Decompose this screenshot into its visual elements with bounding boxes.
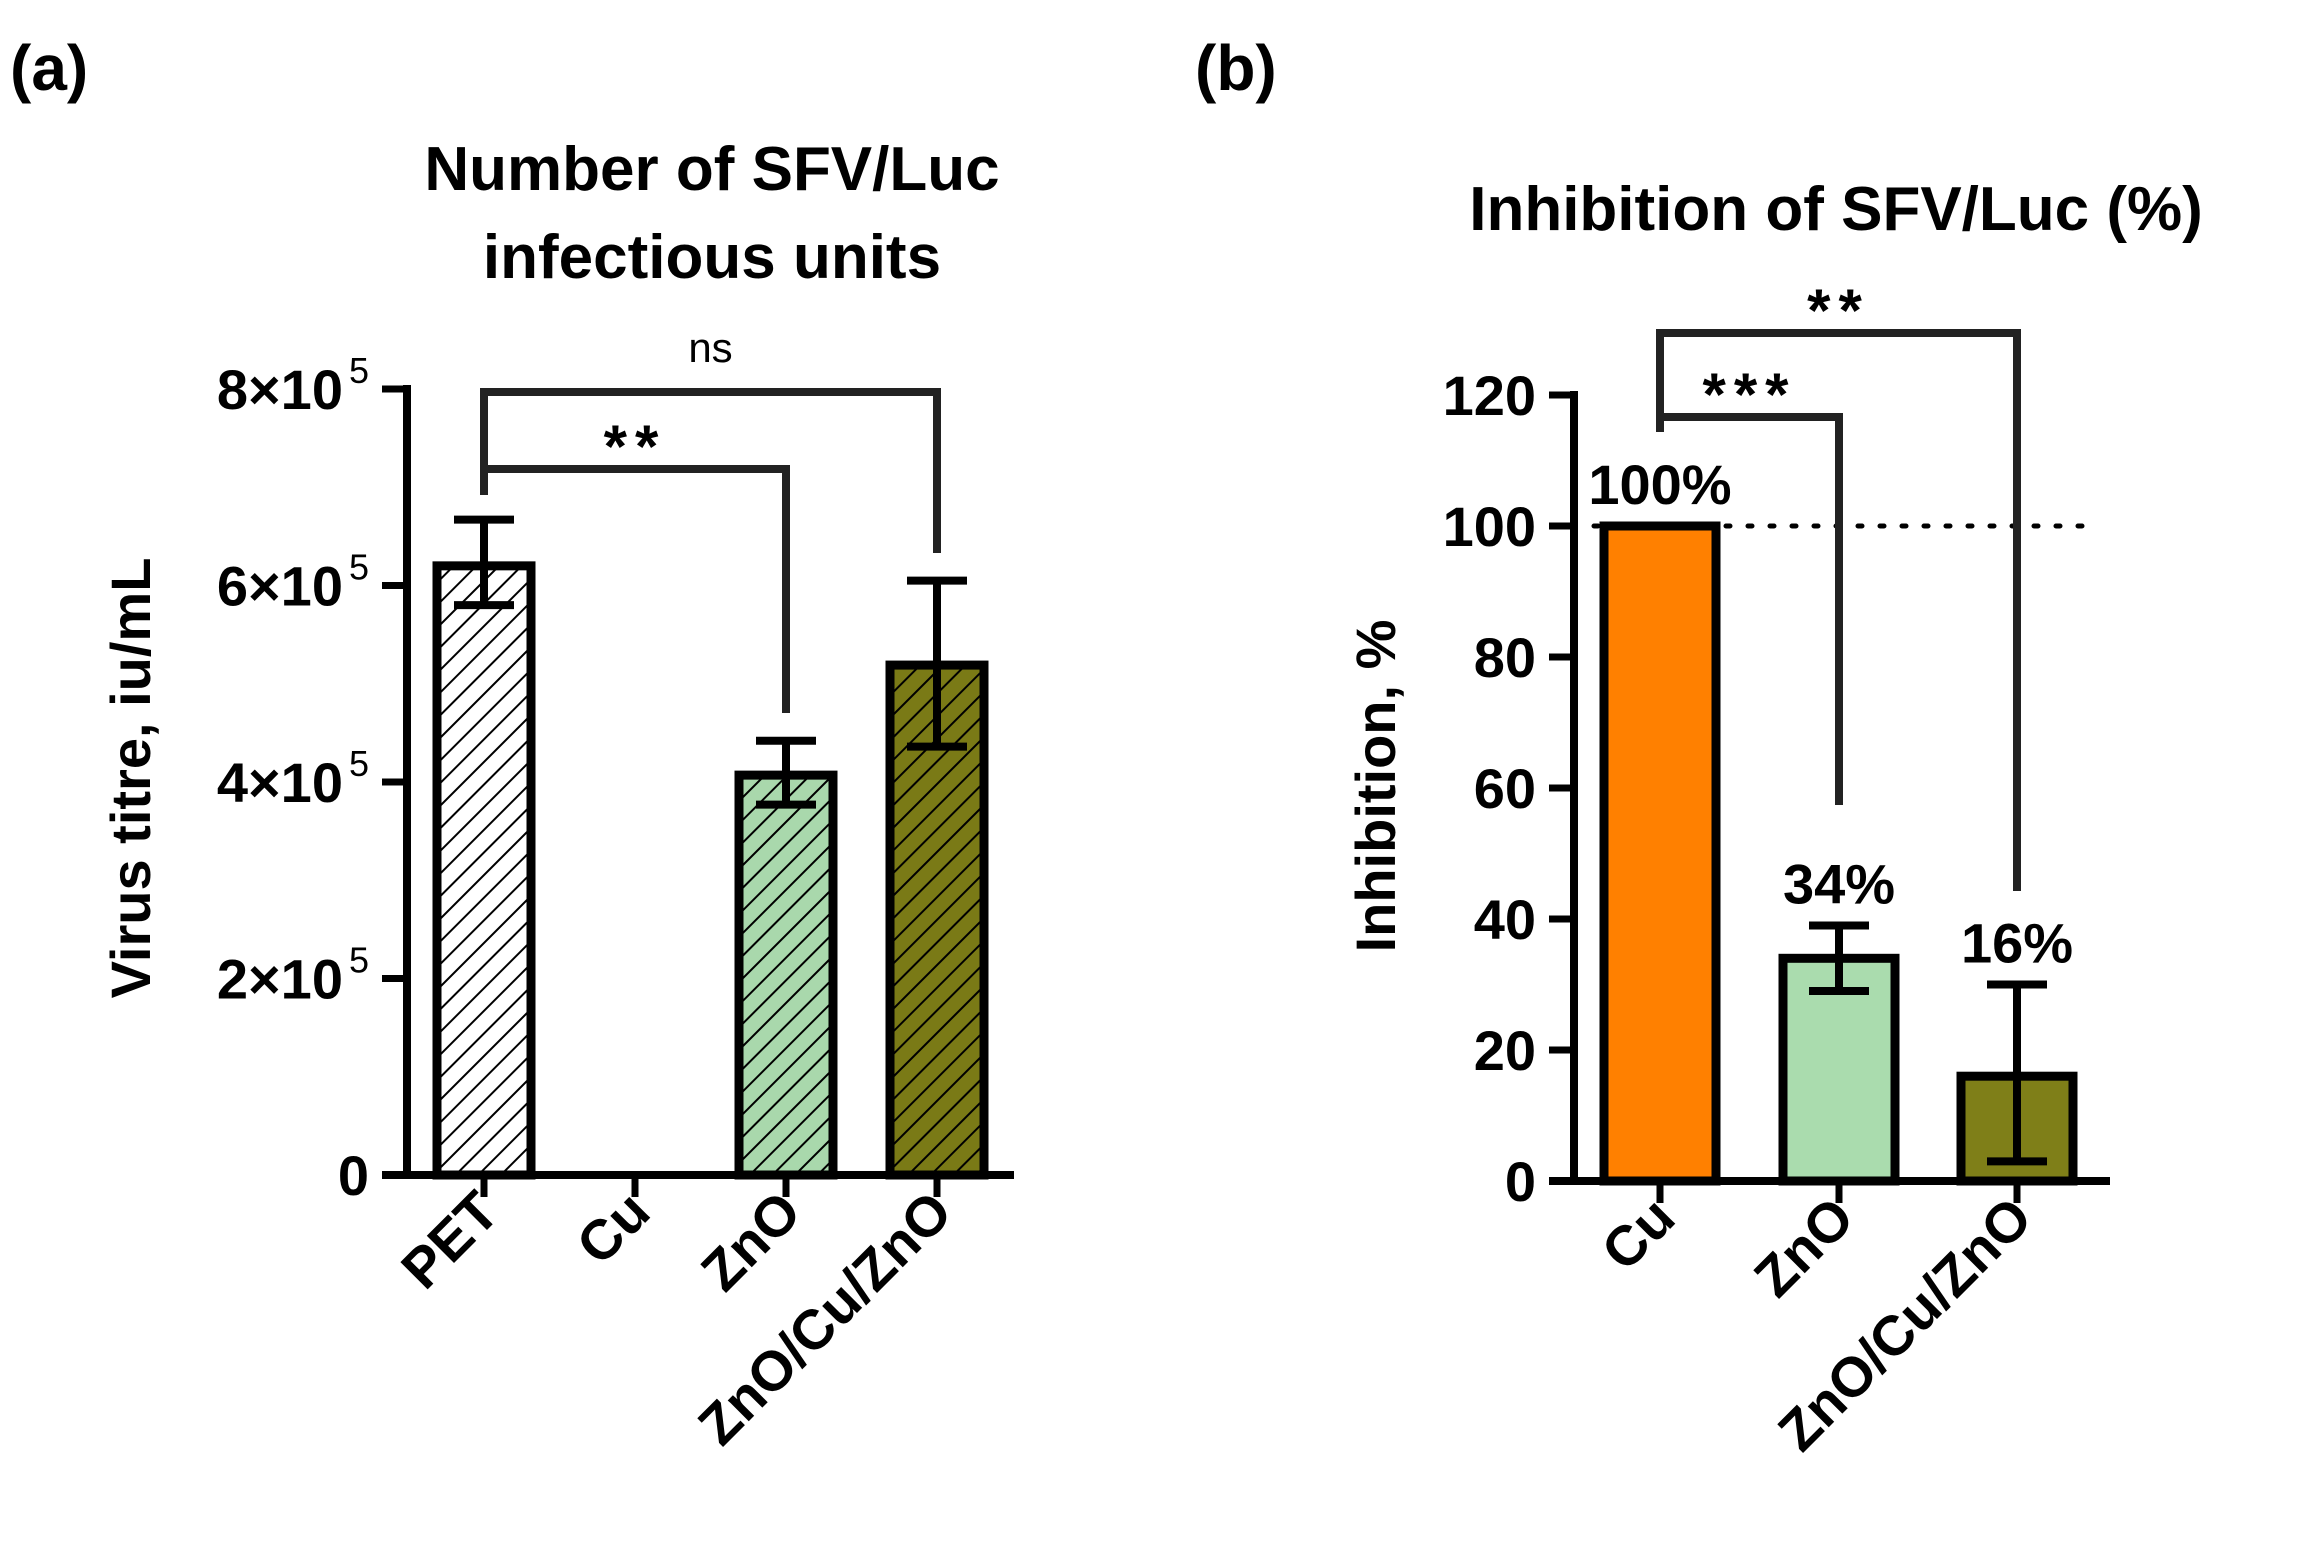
significance-label: ** bbox=[604, 413, 667, 480]
bar-hatch bbox=[739, 775, 833, 1175]
significance-bracket bbox=[480, 388, 941, 553]
y-tick-label: 0 bbox=[338, 1144, 369, 1207]
chart-title: Inhibition of SFV/Luc (%) bbox=[1469, 175, 2203, 244]
y-tick-label: 40 bbox=[1474, 888, 1536, 951]
significance-bracket bbox=[1656, 329, 2021, 891]
y-tick-label: 120 bbox=[1443, 364, 1536, 427]
panel-b: (b) Inhibition of SFV/Luc (%) Inhibition, … bbox=[1195, 32, 2203, 1463]
y-tick-label: 6×10 5 bbox=[217, 547, 369, 618]
bar bbox=[1783, 958, 1895, 1181]
x-tick-label: ZnO bbox=[689, 1179, 813, 1303]
y-axis-label: Virus titre, iu/mL bbox=[99, 558, 162, 999]
x-tick-label: Cu bbox=[1589, 1185, 1686, 1282]
y-axis-label: Inhibition, % bbox=[1344, 620, 1407, 953]
bar bbox=[1604, 526, 1716, 1181]
y-tick-label: 4×10 5 bbox=[217, 743, 369, 814]
bar-hatch bbox=[437, 565, 531, 1175]
y-tick-label: 60 bbox=[1474, 757, 1536, 820]
significance-label: *** bbox=[1702, 361, 1796, 428]
x-tick-label: PET bbox=[389, 1179, 511, 1301]
y-tick-label: 20 bbox=[1474, 1019, 1536, 1082]
chart-title: Number of SFV/Luc bbox=[424, 135, 999, 204]
panel-label: (a) bbox=[10, 32, 88, 104]
y-tick-label: 2×10 5 bbox=[217, 940, 369, 1011]
data-label: 34% bbox=[1783, 853, 1895, 916]
panel-label: (b) bbox=[1195, 32, 1277, 104]
y-tick-label: 80 bbox=[1474, 626, 1536, 689]
panel-a: (a) Number of SFV/Luc infectious units Viru… bbox=[10, 32, 1014, 1457]
y-tick-label: 8×10 5 bbox=[217, 350, 369, 421]
data-label: 100% bbox=[1588, 453, 1731, 516]
y-tick-label: 100 bbox=[1443, 495, 1536, 558]
x-tick-label: ZnO bbox=[1742, 1185, 1866, 1309]
x-tick-label: Cu bbox=[564, 1179, 661, 1276]
chart-title: infectious units bbox=[483, 223, 941, 292]
y-tick-label: 0 bbox=[1505, 1150, 1536, 1213]
significance-label: ns bbox=[688, 324, 732, 371]
data-label: 16% bbox=[1961, 912, 2073, 975]
significance-label: ** bbox=[1807, 277, 1870, 344]
